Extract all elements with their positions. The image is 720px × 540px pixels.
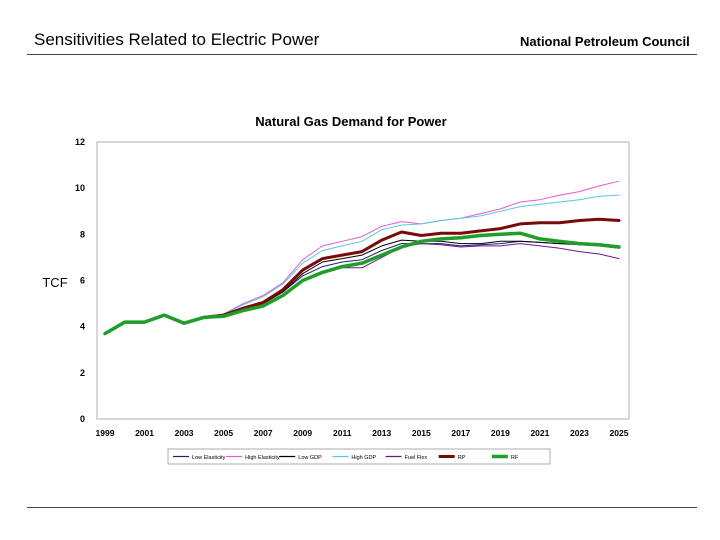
x-tick-label: 2021: [530, 428, 549, 438]
x-tick-label: 2007: [254, 428, 273, 438]
x-tick-label: 2003: [175, 428, 194, 438]
y-tick-label: 2: [80, 368, 85, 378]
header-divider: [27, 54, 697, 55]
plot-area: [96, 141, 630, 420]
organization-name: National Petroleum Council: [520, 34, 690, 49]
x-tick-label: 2013: [372, 428, 391, 438]
legend-label: RF: [511, 455, 519, 461]
x-tick-label: 2011: [333, 428, 352, 438]
x-tick-label: 2019: [491, 428, 510, 438]
x-tick-label: 2015: [412, 428, 431, 438]
x-tick-label: 2023: [570, 428, 589, 438]
y-tick-label: 4: [80, 322, 85, 332]
y-axis-label: TCF: [42, 275, 67, 290]
legend-label: Low GDP: [298, 455, 322, 461]
x-tick-label: 2009: [293, 428, 312, 438]
legend-label: High Elasticity: [245, 455, 280, 461]
y-tick-label: 12: [75, 137, 85, 147]
x-tick-label: 2025: [610, 428, 629, 438]
x-tick-label: 2005: [214, 428, 233, 438]
y-tick-label: 6: [80, 276, 85, 286]
y-tick-label: 0: [80, 414, 85, 424]
x-tick-label: 1999: [96, 428, 115, 438]
legend-label: High GDP: [351, 455, 376, 461]
chart-title: Natural Gas Demand for Power: [255, 114, 446, 129]
legend-label: Low Elasticity: [192, 455, 226, 461]
x-tick-label: 2017: [451, 428, 470, 438]
legend-label: Fuel Flex: [405, 455, 428, 461]
chart-legend: [167, 448, 551, 465]
y-tick-label: 8: [80, 229, 85, 239]
x-tick-label: 2001: [135, 428, 154, 438]
legend-label: RP: [458, 455, 466, 461]
series-line-rf: [103, 231, 621, 336]
slide-title: Sensitivities Related to Electric Power: [34, 30, 320, 49]
footer-divider: [27, 507, 697, 508]
y-tick-label: 10: [75, 183, 85, 193]
